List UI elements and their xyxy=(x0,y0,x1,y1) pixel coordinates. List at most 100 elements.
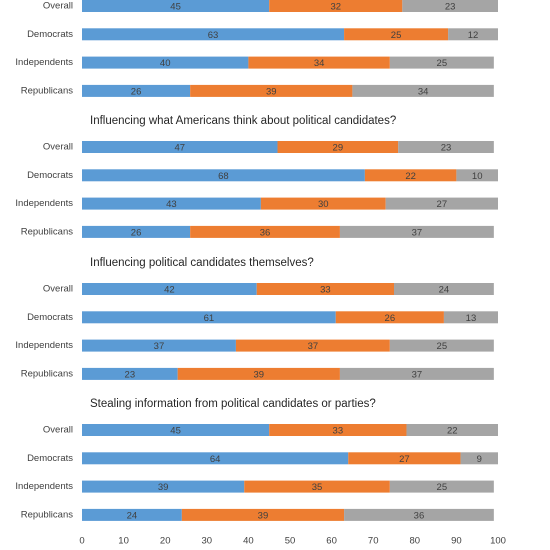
value-label: 33 xyxy=(320,285,331,296)
x-tick-label: 30 xyxy=(202,536,213,547)
value-label: 39 xyxy=(266,86,277,97)
bar-segment xyxy=(256,283,394,295)
value-label: 23 xyxy=(441,143,452,154)
bar-segment xyxy=(82,424,270,436)
bar-segment xyxy=(82,225,191,238)
value-label: 10 xyxy=(472,171,483,182)
panel-title: Influencing political candidates themsel… xyxy=(90,257,314,269)
bar-segment xyxy=(190,84,353,97)
value-label: 36 xyxy=(260,227,271,238)
bar-segment xyxy=(406,424,498,436)
x-tick-label: 90 xyxy=(451,536,462,547)
value-label: 35 xyxy=(312,482,323,493)
value-label: 63 xyxy=(208,30,219,41)
category-label: Overall xyxy=(43,142,73,153)
value-label: 34 xyxy=(314,58,325,69)
category-label: Independents xyxy=(15,340,73,351)
bar-segment xyxy=(269,0,403,12)
category-label: Overall xyxy=(43,425,73,436)
value-label: 22 xyxy=(447,426,458,437)
bar-segment xyxy=(344,508,494,521)
category-label: Republicans xyxy=(21,226,74,237)
bar-segment xyxy=(82,367,178,380)
bar-segment xyxy=(82,141,278,153)
value-label: 22 xyxy=(405,171,416,182)
value-label: 39 xyxy=(258,510,269,521)
value-label: 36 xyxy=(414,510,425,521)
x-tick-label: 20 xyxy=(160,536,171,547)
x-tick-label: 10 xyxy=(118,536,129,547)
category-label: Independents xyxy=(15,481,73,492)
value-label: 64 xyxy=(210,454,221,465)
category-label: Overall xyxy=(43,284,73,295)
bar-segment xyxy=(190,225,340,238)
bar-segment xyxy=(335,311,444,324)
value-label: 32 xyxy=(330,2,341,13)
bar-segment xyxy=(82,169,365,182)
value-label: 30 xyxy=(318,199,329,210)
x-tick-label: 100 xyxy=(490,536,506,547)
value-label: 9 xyxy=(477,454,482,465)
bar-segment xyxy=(389,480,494,493)
value-label: 27 xyxy=(399,454,410,465)
x-tick-label: 80 xyxy=(410,536,421,547)
value-label: 45 xyxy=(170,426,181,437)
bar-segment xyxy=(339,225,494,238)
bar-segment xyxy=(82,197,261,210)
value-label: 25 xyxy=(437,341,448,352)
value-label: 37 xyxy=(154,341,165,352)
bar-segment xyxy=(82,480,245,493)
bar-segment xyxy=(456,169,498,182)
value-label: 34 xyxy=(418,86,429,97)
value-label: 23 xyxy=(125,369,136,380)
bar-segment xyxy=(235,339,390,352)
bar-segment xyxy=(348,452,461,465)
value-label: 45 xyxy=(170,2,181,13)
bar-segment xyxy=(443,311,498,324)
bar-segment xyxy=(277,141,399,153)
category-label: Republicans xyxy=(21,85,74,96)
value-label: 24 xyxy=(439,285,450,296)
bar-segment xyxy=(244,480,390,493)
value-label: 33 xyxy=(333,426,344,437)
value-label: 26 xyxy=(385,313,396,324)
bar-segment xyxy=(448,28,498,41)
value-label: 42 xyxy=(164,285,175,296)
bar-segment xyxy=(394,283,494,295)
x-tick-label: 0 xyxy=(79,536,84,547)
value-label: 40 xyxy=(160,58,171,69)
bar-segment xyxy=(385,197,498,210)
x-tick-label: 70 xyxy=(368,536,379,547)
bar-segment xyxy=(82,452,349,465)
bar-segment xyxy=(398,141,494,153)
bar-segment xyxy=(82,56,249,69)
value-label: 12 xyxy=(468,30,479,41)
value-label: 61 xyxy=(204,313,215,324)
bar-segment xyxy=(181,508,345,521)
x-tick-label: 50 xyxy=(285,536,296,547)
category-label: Independents xyxy=(15,198,73,209)
value-label: 25 xyxy=(437,58,448,69)
x-tick-label: 60 xyxy=(326,536,337,547)
value-label: 24 xyxy=(127,510,138,521)
value-label: 37 xyxy=(412,227,423,238)
value-label: 47 xyxy=(174,143,185,154)
value-label: 39 xyxy=(254,369,265,380)
value-label: 39 xyxy=(158,482,169,493)
bar-segment xyxy=(389,56,494,69)
category-label: Democrats xyxy=(27,312,73,323)
bar-segment xyxy=(269,424,407,436)
value-label: 23 xyxy=(445,2,456,13)
value-label: 27 xyxy=(437,199,448,210)
value-label: 13 xyxy=(466,313,477,324)
bar-segment xyxy=(82,508,182,521)
bar-segment xyxy=(82,311,336,324)
category-label: Democrats xyxy=(27,453,73,464)
category-label: Republicans xyxy=(21,368,74,379)
bar-segment xyxy=(460,452,498,465)
panel-title: Influencing what Americans think about p… xyxy=(90,115,396,127)
value-label: 29 xyxy=(333,143,344,154)
value-label: 68 xyxy=(218,171,229,182)
value-label: 25 xyxy=(437,482,448,493)
